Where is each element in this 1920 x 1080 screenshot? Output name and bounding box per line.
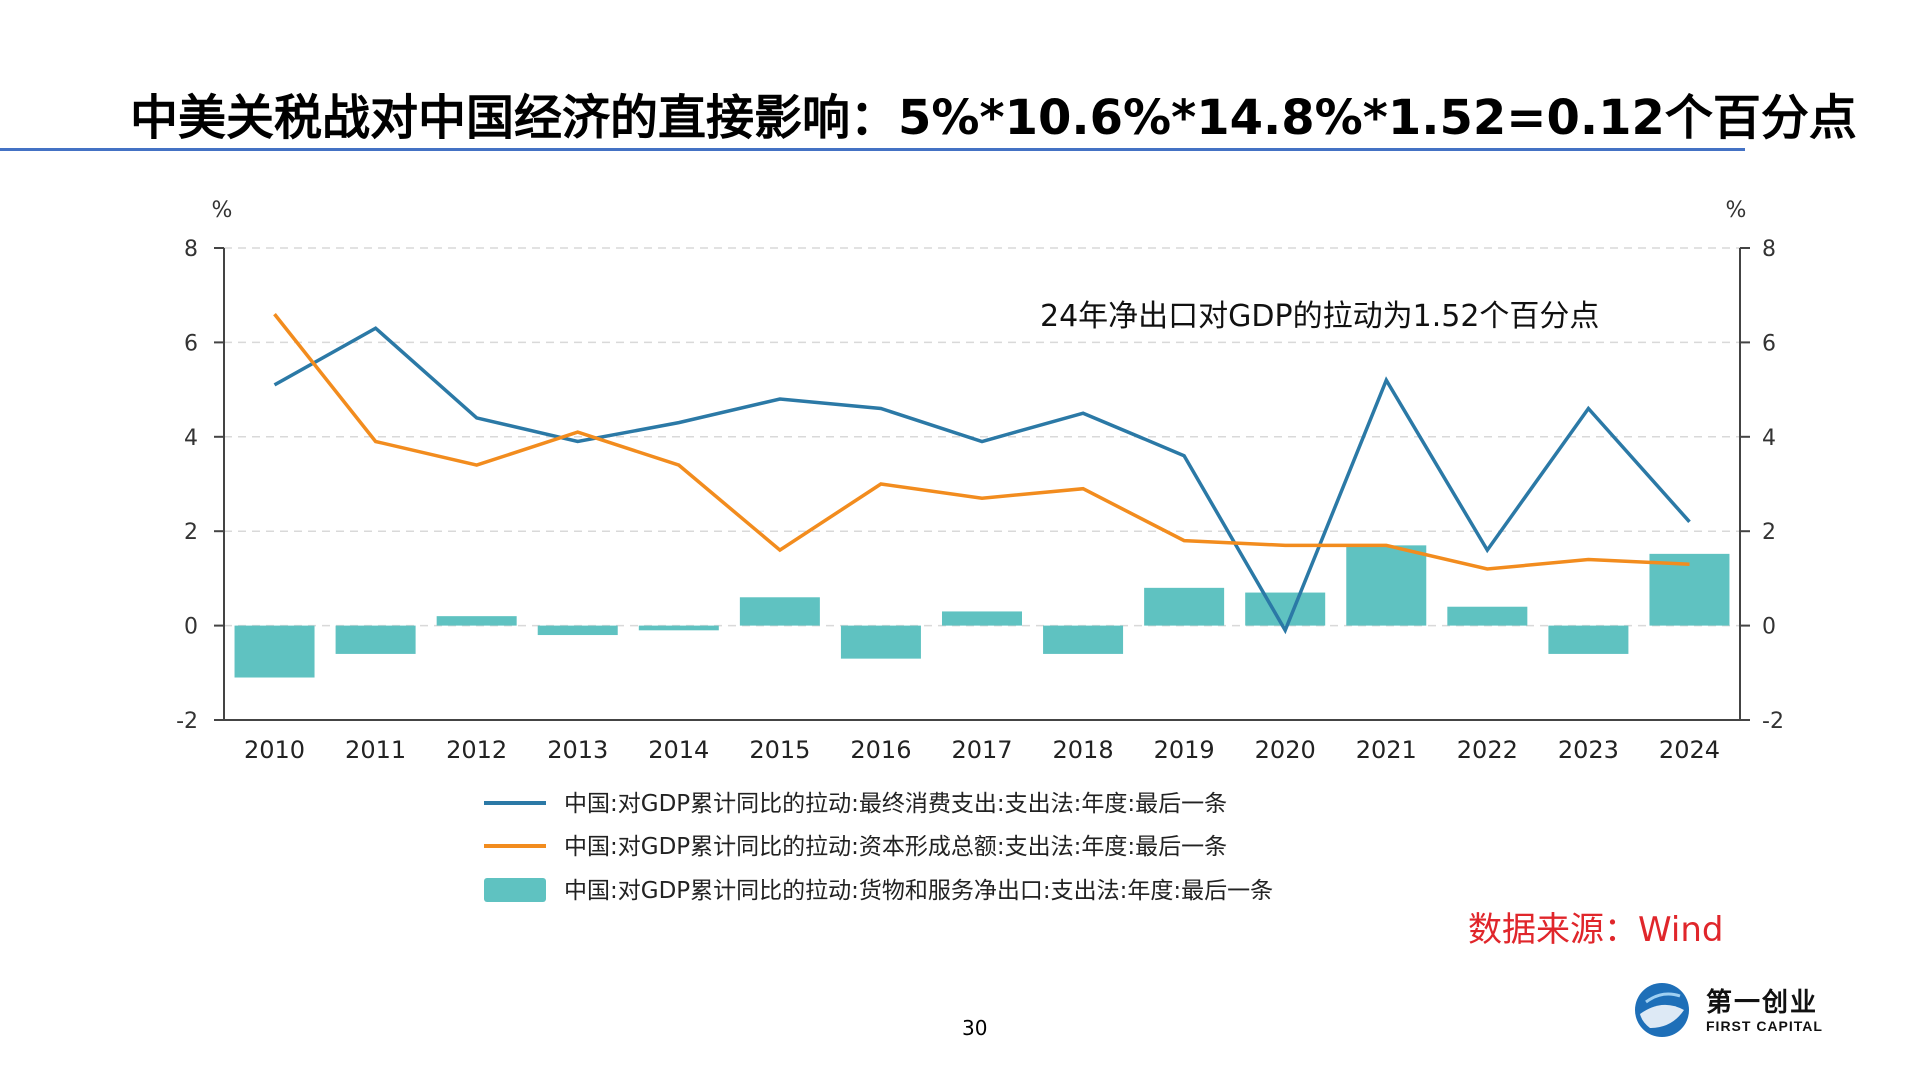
net-export-bar: [1447, 606, 1528, 626]
net-export-bar: [840, 625, 921, 659]
y-tick-label-right: 0: [1762, 615, 1776, 640]
x-tick-label: 2017: [951, 736, 1012, 764]
net-export-bar: [942, 611, 1022, 626]
axes: 8 8 6 6 4 4 2 2 0 0 -2 -2 2010 2011 2012 2013 2014 2015 20…: [176, 237, 1784, 764]
net-export-bar: [436, 616, 517, 626]
x-tick-label: 2018: [1053, 736, 1114, 764]
x-tick-label: 2019: [1154, 736, 1215, 764]
y-tick-label-left: 4: [184, 426, 198, 451]
x-tick-label: 2013: [547, 736, 608, 764]
y-tick-label-left: -2: [176, 709, 198, 734]
x-tick-label: 2015: [749, 736, 810, 764]
net-export-bar: [638, 625, 719, 631]
y-tick-label-right: 2: [1762, 520, 1776, 545]
y-tick-label-left: 8: [184, 237, 198, 262]
legend-label: 中国:对GDP累计同比的拉动:货物和服务净出口:支出法:年度:最后一条: [564, 878, 1273, 904]
legend-label: 中国:对GDP累计同比的拉动:最终消费支出:支出法:年度:最后一条: [564, 791, 1227, 817]
x-tick-label: 2016: [850, 736, 911, 764]
net-export-bars: [234, 545, 1730, 678]
legend-label: 中国:对GDP累计同比的拉动:资本形成总额:支出法:年度:最后一条: [564, 834, 1227, 860]
page-number: 30: [962, 1016, 988, 1040]
y-unit-left: %: [212, 198, 233, 223]
company-logo: 第一创业 FIRST CAPITAL: [1632, 980, 1832, 1040]
y-tick-label-right: -2: [1762, 709, 1784, 734]
consumption-line: [273, 326, 1691, 635]
net-export-bar: [537, 625, 618, 636]
x-tick-label: 2021: [1356, 736, 1417, 764]
x-tick-label: 2020: [1255, 736, 1316, 764]
globe-icon: [1635, 983, 1689, 1037]
y-tick-label-left: 2: [184, 520, 198, 545]
net-export-bar: [335, 625, 416, 654]
net-export-bar: [1144, 587, 1225, 626]
net-export-bar: [1548, 625, 1629, 654]
x-tick-label: 2014: [648, 736, 709, 764]
x-tick-label: 2011: [345, 736, 406, 764]
chart-annotation: 24年净出口对GDP的拉动为1.52个百分点: [1040, 299, 1599, 334]
data-source: 数据来源：Wind: [1468, 910, 1724, 950]
y-unit-right: %: [1726, 198, 1747, 223]
logo-name-cn: 第一创业: [1706, 988, 1819, 1018]
net-export-bar: [739, 597, 820, 626]
page-title: 中美关税战对中国经济的直接影响：5%*10.6%*14.8%*1.52=0.12…: [130, 90, 1857, 146]
net-export-bar: [1346, 545, 1427, 626]
logo-name-en: FIRST CAPITAL: [1706, 1018, 1823, 1034]
y-tick-label-right: 8: [1762, 237, 1776, 262]
capital-formation-line: [273, 313, 1690, 571]
y-tick-label-right: 4: [1762, 426, 1776, 451]
legend-swatch: [484, 878, 546, 902]
y-tick-label-left: 0: [184, 615, 198, 640]
title-divider: [0, 148, 1745, 151]
x-tick-label: 2022: [1457, 736, 1518, 764]
legend: 中国:对GDP累计同比的拉动:最终消费支出:支出法:年度:最后一条中国:对GDP…: [484, 791, 1273, 904]
x-tick-label: 2024: [1659, 736, 1720, 764]
series-lines: [273, 313, 1691, 635]
y-tick-label-right: 6: [1762, 331, 1776, 356]
net-export-bar: [1245, 592, 1326, 626]
net-export-bar: [234, 625, 315, 678]
x-tick-label: 2012: [446, 736, 507, 764]
net-export-bar: [1649, 553, 1730, 626]
x-tick-label: 2010: [244, 736, 305, 764]
x-tick-label: 2023: [1558, 736, 1619, 764]
y-tick-label-left: 6: [184, 331, 198, 356]
net-export-bar: [1043, 625, 1124, 654]
